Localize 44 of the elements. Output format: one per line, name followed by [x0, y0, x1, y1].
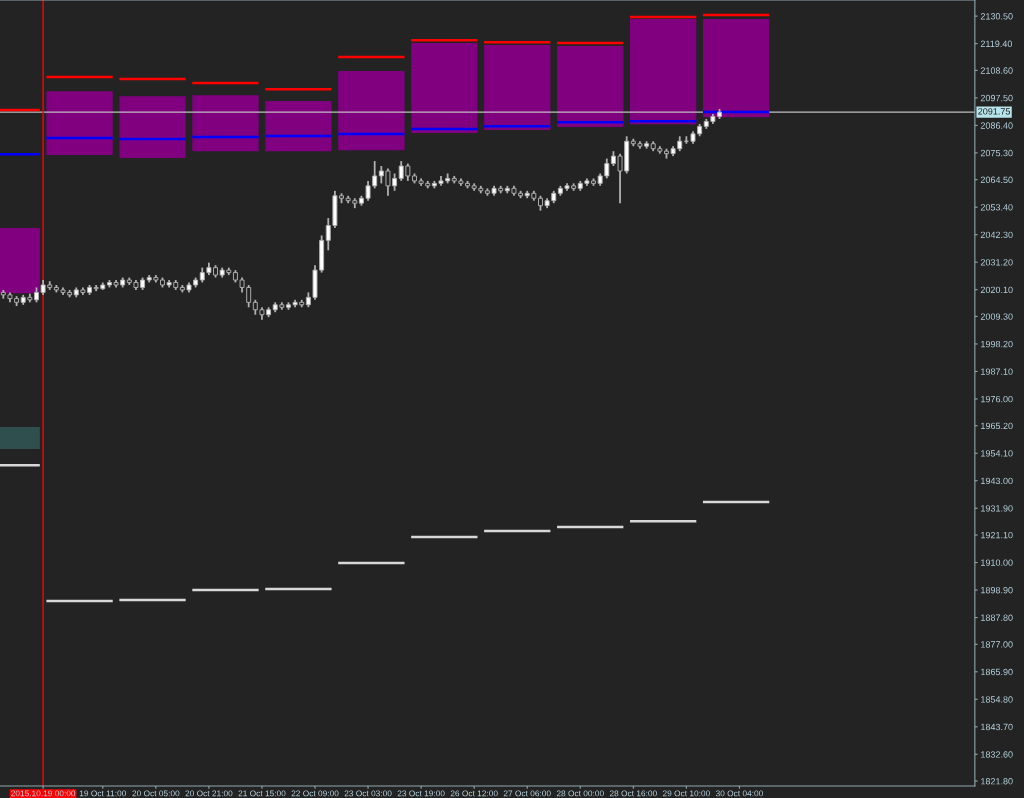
- y-tick-label: 1843.70: [981, 723, 1013, 731]
- y-tick-label: 1854.80: [981, 696, 1013, 703]
- y-tick-label: 2020.10: [980, 286, 1013, 294]
- x-tick-label: 21 Oct 15:00: [238, 790, 286, 797]
- y-tick-label: 1865.90: [981, 668, 1013, 676]
- y-tick-label: 2009.30: [980, 313, 1013, 320]
- x-tick-label: 19 Oct 11:00: [79, 790, 127, 797]
- y-tick-label: 2097.50: [980, 94, 1013, 102]
- y-tick-label: 1954.10: [981, 450, 1013, 457]
- y-tick-label: 2075.30: [980, 149, 1013, 157]
- y-tick-label: 1998.20: [981, 340, 1013, 348]
- y-tick-label: 1832.60: [981, 751, 1013, 758]
- ref-line-label: 2091.75: [978, 108, 1011, 115]
- x-tick-label: 2015.10.19 00:00: [11, 790, 76, 797]
- x-tick-label: 29 Oct 10:00: [662, 790, 710, 797]
- y-tick-label: 1877.00: [981, 641, 1013, 648]
- x-tick-label: 27 Oct 06:00: [503, 790, 551, 797]
- y-tick-label: 1965.20: [981, 422, 1013, 430]
- y-tick-label: 2064.50: [980, 176, 1013, 184]
- y-tick-label: 1887.80: [981, 614, 1013, 621]
- y-tick-label: 1910.00: [981, 559, 1013, 566]
- x-tick-label: 20 Oct 21:00: [185, 790, 233, 797]
- y-tick-label: 2053.40: [980, 204, 1013, 211]
- x-tick-label: 28 Oct 00:00: [556, 790, 604, 797]
- y-tick-label: 2130.50: [980, 13, 1013, 20]
- y-tick-label: 1987.10: [981, 368, 1013, 375]
- x-tick-label: 20 Oct 05:00: [132, 790, 180, 797]
- y-tick-label: 2031.20: [980, 259, 1013, 266]
- x-tick-label: 23 Oct 03:00: [344, 790, 392, 797]
- x-tick-label: 28 Oct 16:00: [609, 790, 657, 797]
- y-tick-label: 2108.60: [980, 67, 1013, 74]
- y-tick-label: 2086.40: [980, 122, 1013, 129]
- x-tick-label: 26 Oct 12:00: [450, 790, 498, 797]
- y-tick-label: 2119.40: [980, 40, 1013, 47]
- y-tick-label: 2042.30: [980, 231, 1013, 239]
- y-tick-label: 1921.10: [981, 531, 1013, 539]
- y-tick-label: 1976.00: [981, 395, 1013, 403]
- y-tick-label: 1943.00: [981, 477, 1013, 485]
- x-tick-label: 30 Oct 04:00: [715, 790, 763, 797]
- x-tick-label: 23 Oct 19:00: [397, 790, 445, 797]
- x-tick-label: 22 Oct 09:00: [291, 790, 339, 797]
- y-tick-label: 1821.80: [981, 778, 1013, 785]
- y-tick-label: 1931.90: [981, 505, 1013, 512]
- y-tick-label: 1898.90: [981, 586, 1013, 594]
